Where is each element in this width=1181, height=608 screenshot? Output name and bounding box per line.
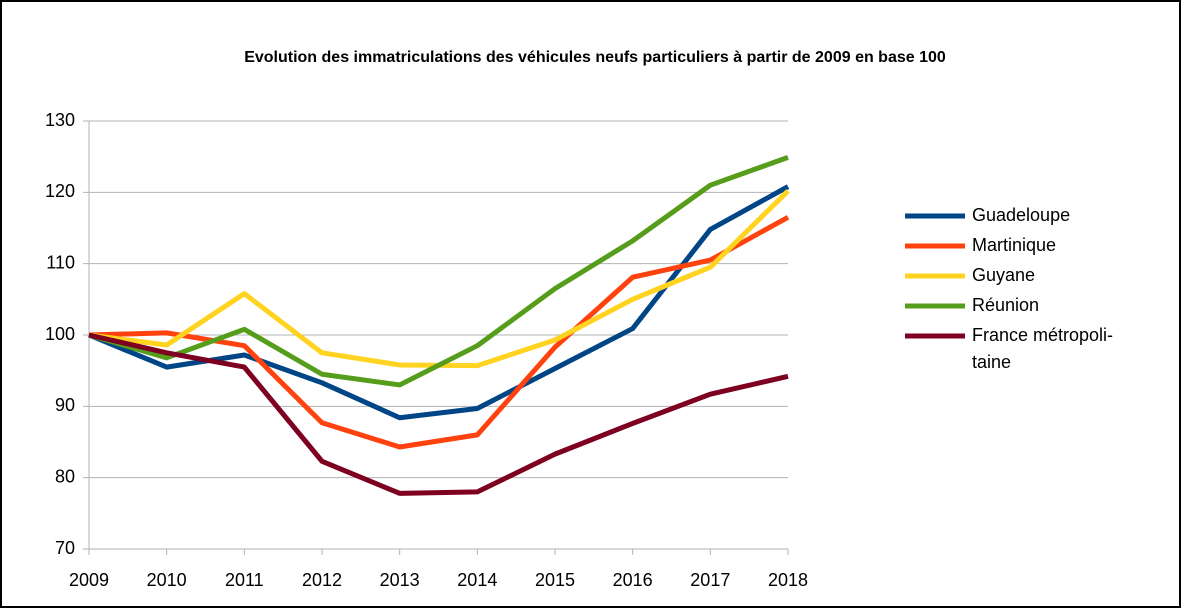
y-tick-label: 130: [45, 110, 75, 130]
x-tick-label: 2010: [147, 570, 187, 590]
legend-label: Guyane: [972, 265, 1035, 285]
x-tick-label: 2011: [225, 570, 264, 590]
x-tick-label: 2016: [613, 570, 653, 590]
series-line: [88, 215, 790, 450]
x-tick-label: 2018: [768, 570, 808, 590]
legend-label: Martinique: [972, 235, 1056, 255]
y-tick-label: 90: [55, 395, 75, 415]
legend-label: Guadeloupe: [972, 205, 1070, 225]
x-tick-label: 2013: [380, 570, 420, 590]
y-tick-label: 80: [55, 466, 75, 486]
y-tick-label: 70: [55, 538, 75, 558]
y-tick-label: 110: [46, 252, 75, 272]
y-tick-label: 100: [45, 324, 75, 344]
series-line: [88, 332, 789, 496]
y-tick-label: 120: [45, 181, 75, 201]
x-tick-label: 2009: [69, 570, 109, 590]
x-tick-label: 2014: [457, 570, 497, 590]
x-tick-label: 2015: [535, 570, 575, 590]
legend-label-line: taine: [972, 352, 1011, 372]
legend-label: France métropoli-taine: [972, 325, 1113, 372]
chart-title: Evolution des immatriculations des véhic…: [244, 49, 946, 66]
legend-label-line: France métropoli-: [972, 325, 1113, 345]
x-tick-label: 2017: [690, 570, 730, 590]
legend-label: Réunion: [972, 295, 1039, 315]
series-line: [88, 155, 789, 388]
x-tick-label: 2012: [302, 570, 342, 590]
